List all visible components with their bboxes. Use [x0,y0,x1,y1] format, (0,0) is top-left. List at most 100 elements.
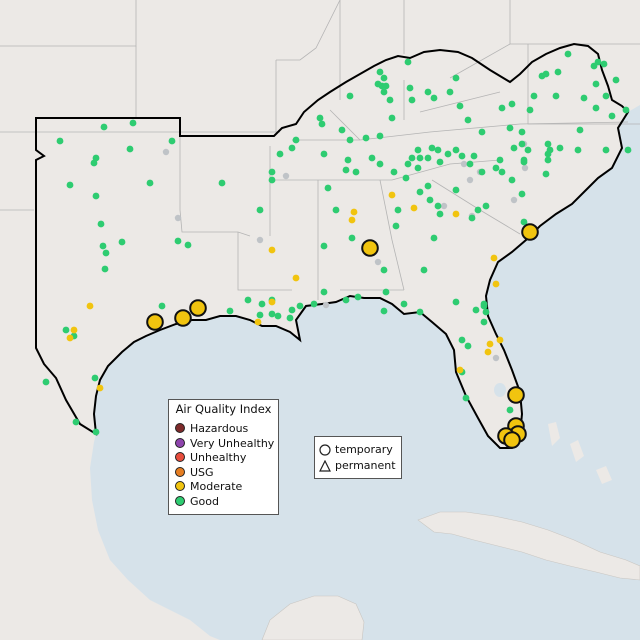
monitor-marker-good[interactable] [622,106,630,114]
monitor-marker-good[interactable] [416,154,424,162]
monitor-marker-good[interactable] [382,288,390,296]
monitor-marker-good[interactable] [352,168,360,176]
monitor-marker-moderate[interactable] [490,254,498,262]
monitor-marker-good[interactable] [346,92,354,100]
monitor-marker-good[interactable] [424,154,432,162]
monitor-marker-good[interactable] [380,266,388,274]
monitor-marker-good[interactable] [218,179,226,187]
monitor-marker-good[interactable] [268,168,276,176]
monitor-marker-good[interactable] [458,152,466,160]
monitor-marker-good[interactable] [452,298,460,306]
monitor-marker-moderate[interactable] [292,274,300,282]
monitor-marker-good[interactable] [612,76,620,84]
monitor-marker-moderate[interactable] [496,336,504,344]
monitor-marker-good[interactable] [390,168,398,176]
monitor-marker-good[interactable] [608,112,616,120]
monitor-marker-good[interactable] [452,146,460,154]
monitor-marker-good[interactable] [592,80,600,88]
monitor-marker-good[interactable] [492,164,500,172]
monitor-marker-good[interactable] [376,160,384,168]
monitor-marker-good[interactable] [402,174,410,182]
monitor-marker-moderate-temporary[interactable] [507,386,525,404]
monitor-marker-moderate[interactable] [350,208,358,216]
monitor-marker-good[interactable] [430,234,438,242]
monitor-marker-moderate[interactable] [86,302,94,310]
monitor-marker-moderate-temporary[interactable] [521,223,539,241]
monitor-marker-good[interactable] [376,68,384,76]
monitor-marker-good[interactable] [66,181,74,189]
monitor-marker-moderate[interactable] [268,298,276,306]
monitor-marker-good[interactable] [342,296,350,304]
monitor-marker-no-data[interactable] [282,172,290,180]
monitor-marker-good[interactable] [226,307,234,315]
monitor-marker-good[interactable] [464,116,472,124]
monitor-marker-good[interactable] [526,106,534,114]
monitor-marker-good[interactable] [552,92,560,100]
monitor-marker-good[interactable] [362,134,370,142]
monitor-marker-good[interactable] [168,137,176,145]
monitor-marker-good[interactable] [472,306,480,314]
monitor-marker-good[interactable] [576,126,584,134]
monitor-marker-no-data[interactable] [322,301,330,309]
monitor-marker-good[interactable] [600,60,608,68]
monitor-marker-good[interactable] [414,146,422,154]
monitor-marker-good[interactable] [496,156,504,164]
monitor-marker-good[interactable] [408,154,416,162]
monitor-marker-good[interactable] [101,265,109,273]
monitor-marker-moderate[interactable] [492,280,500,288]
monitor-marker-good[interactable] [388,114,396,122]
monitor-marker-good[interactable] [530,92,538,100]
monitor-marker-good[interactable] [478,168,486,176]
monitor-marker-good[interactable] [380,74,388,82]
monitor-marker-no-data[interactable] [162,148,170,156]
monitor-marker-good[interactable] [468,214,476,222]
monitor-marker-good[interactable] [436,158,444,166]
monitor-marker-good[interactable] [416,188,424,196]
monitor-marker-good[interactable] [518,140,526,148]
monitor-marker-good[interactable] [386,96,394,104]
monitor-marker-good[interactable] [310,300,318,308]
monitor-marker-good[interactable] [102,249,110,257]
monitor-marker-good[interactable] [348,234,356,242]
monitor-marker-good[interactable] [424,88,432,96]
monitor-marker-good[interactable] [292,136,300,144]
monitor-marker-good[interactable] [452,74,460,82]
monitor-marker-good[interactable] [276,150,284,158]
monitor-marker-good[interactable] [99,242,107,250]
monitor-marker-good[interactable] [462,394,470,402]
monitor-marker-good[interactable] [316,114,324,122]
monitor-marker-good[interactable] [268,176,276,184]
monitor-marker-no-data[interactable] [521,164,529,172]
monitor-marker-good[interactable] [320,150,328,158]
monitor-marker-good[interactable] [380,307,388,315]
monitor-marker-moderate[interactable] [70,326,78,334]
monitor-marker-good[interactable] [524,146,532,154]
monitor-marker-no-data[interactable] [440,202,448,210]
monitor-marker-good[interactable] [426,196,434,204]
monitor-marker-good[interactable] [470,152,478,160]
monitor-marker-good[interactable] [392,222,400,230]
monitor-marker-good[interactable] [592,104,600,112]
monitor-marker-good[interactable] [406,84,414,92]
monitor-marker-good[interactable] [92,192,100,200]
monitor-marker-moderate-temporary[interactable] [174,309,192,327]
monitor-marker-good[interactable] [482,308,490,316]
monitor-marker-good[interactable] [129,119,137,127]
monitor-marker-good[interactable] [554,68,562,76]
monitor-marker-good[interactable] [420,266,428,274]
monitor-marker-good[interactable] [374,80,382,88]
monitor-marker-no-data[interactable] [374,258,382,266]
monitor-marker-good[interactable] [332,206,340,214]
monitor-marker-moderate-temporary[interactable] [361,239,379,257]
monitor-marker-good[interactable] [338,126,346,134]
monitor-marker-good[interactable] [368,154,376,162]
monitor-marker-good[interactable] [508,176,516,184]
monitor-marker-good[interactable] [146,179,154,187]
monitor-marker-good[interactable] [542,70,550,78]
monitor-marker-good[interactable] [556,144,564,152]
monitor-marker-moderate[interactable] [486,340,494,348]
monitor-marker-good[interactable] [268,310,276,318]
monitor-marker-good[interactable] [580,94,588,102]
monitor-marker-moderate[interactable] [456,366,464,374]
monitor-marker-good[interactable] [256,206,264,214]
